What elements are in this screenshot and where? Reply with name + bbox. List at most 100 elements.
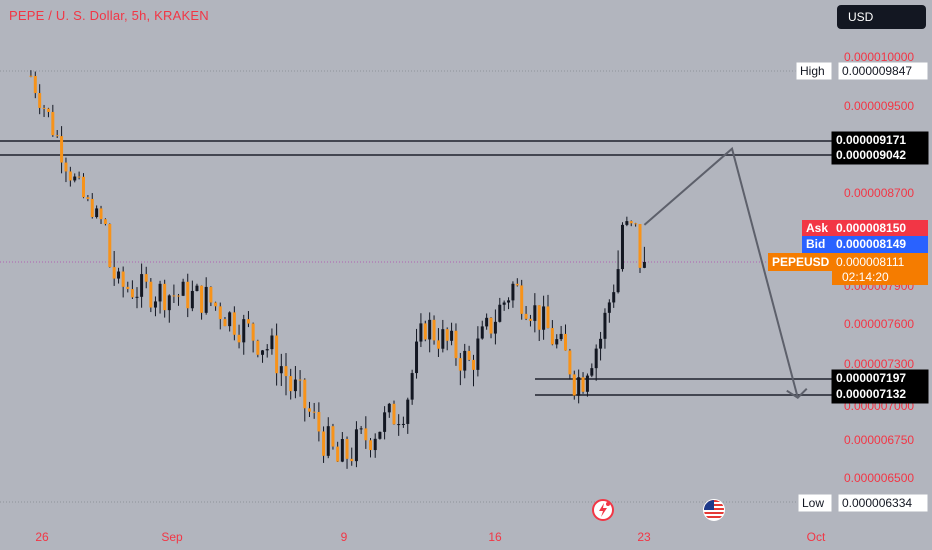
candle-body xyxy=(397,424,401,426)
candle-body xyxy=(121,271,125,287)
candle-body xyxy=(415,341,419,374)
candle-body xyxy=(594,348,598,369)
candle-body xyxy=(204,286,208,313)
candle-body xyxy=(331,426,335,447)
level-value-4-box xyxy=(831,385,929,404)
candle-body xyxy=(46,108,50,112)
candle-body xyxy=(524,313,528,319)
candle-body xyxy=(177,295,181,297)
candle-body xyxy=(485,317,489,327)
candle-body xyxy=(445,329,449,341)
candle-body xyxy=(112,267,116,279)
candle-body xyxy=(103,219,107,225)
level-value-2-box xyxy=(831,146,929,165)
chart-title: PEPE / U. S. Dollar, 5h, KRAKEN xyxy=(9,8,209,23)
high-value-box xyxy=(837,61,929,81)
candle-body xyxy=(555,339,559,345)
lightning-event-icon[interactable] xyxy=(592,499,614,521)
candle-body xyxy=(577,377,581,396)
high-tag-box xyxy=(795,61,833,81)
us-flag-icon[interactable] xyxy=(703,499,725,521)
projection-path xyxy=(643,146,799,398)
last-tag-box xyxy=(768,253,832,271)
candle-body xyxy=(149,281,153,308)
candle-body xyxy=(629,221,633,224)
candle-body xyxy=(51,111,55,136)
candle-body xyxy=(542,306,546,330)
candle-body xyxy=(502,302,506,305)
candle-body xyxy=(454,330,458,359)
candle-body xyxy=(246,319,250,324)
candle-body xyxy=(537,305,541,330)
candle-body xyxy=(190,290,194,309)
candle-body xyxy=(38,93,42,108)
candle-body xyxy=(223,319,227,327)
candle-body xyxy=(242,319,246,343)
y-tick-label-1: 0.000010000 xyxy=(844,50,914,64)
candle-body xyxy=(126,286,130,290)
candle-body xyxy=(471,359,475,370)
candle-body xyxy=(568,350,572,375)
candle-body xyxy=(172,295,176,297)
candle-body xyxy=(73,176,77,181)
candle-body xyxy=(144,274,148,282)
candle-body xyxy=(511,283,515,301)
candle-body xyxy=(186,281,190,309)
x-tick-label-2: Sep xyxy=(161,530,183,544)
candle-body xyxy=(392,403,396,425)
candle-body xyxy=(507,300,511,303)
y-tick-label-6: 0.000007300 xyxy=(844,357,914,371)
candle-body xyxy=(55,135,59,137)
level-value-1: 0.000009171 xyxy=(836,133,906,147)
candle-body xyxy=(317,411,321,432)
candle-body xyxy=(340,439,344,462)
candle-body xyxy=(140,274,144,297)
candle-body xyxy=(432,319,436,341)
candle-body xyxy=(625,221,629,225)
y-tick-label-5: 0.000007600 xyxy=(844,317,914,331)
candle-body xyxy=(406,399,410,424)
low-value: 0.000006334 xyxy=(842,496,912,510)
low-value-box xyxy=(837,493,929,513)
candle-body xyxy=(167,295,171,311)
candle-body xyxy=(550,328,554,345)
candle-body xyxy=(289,376,293,392)
currency-button[interactable]: USD xyxy=(837,5,926,29)
chart-grid xyxy=(0,70,832,503)
candle-body xyxy=(572,374,576,396)
candle-body xyxy=(237,334,241,343)
ask-tag-box xyxy=(802,220,832,237)
candle-body xyxy=(218,306,222,320)
candle-body xyxy=(533,305,537,321)
low-tag: Low xyxy=(802,496,824,510)
candle-body xyxy=(232,312,236,335)
candle-body xyxy=(195,285,199,291)
candle-body xyxy=(261,350,265,355)
candle-body xyxy=(200,285,204,313)
bid-value: 0.000008149 xyxy=(836,237,906,251)
candle-body xyxy=(95,208,99,218)
bid-value-box xyxy=(832,236,928,253)
high-value: 0.000009847 xyxy=(842,64,912,78)
candle-body xyxy=(33,76,37,94)
candle-body xyxy=(284,366,288,377)
candle-body xyxy=(423,323,427,340)
candle-body xyxy=(64,162,68,172)
candle-body xyxy=(77,176,81,178)
candle-body xyxy=(581,377,585,392)
candle-body xyxy=(369,440,373,451)
candle-body xyxy=(307,408,311,412)
candle-body xyxy=(293,379,297,392)
candle-body xyxy=(135,296,139,298)
candle-body xyxy=(436,340,440,349)
candle-body xyxy=(326,426,330,456)
last-value-box xyxy=(832,253,928,285)
last-value: 0.000008111 xyxy=(836,255,905,269)
candle-body xyxy=(228,312,232,327)
candle-countdown: 02:14:20 xyxy=(842,270,889,284)
high-tag: High xyxy=(800,64,825,78)
candle-body xyxy=(634,223,638,225)
bid-tag-box xyxy=(802,236,832,253)
candle-body xyxy=(256,340,260,355)
